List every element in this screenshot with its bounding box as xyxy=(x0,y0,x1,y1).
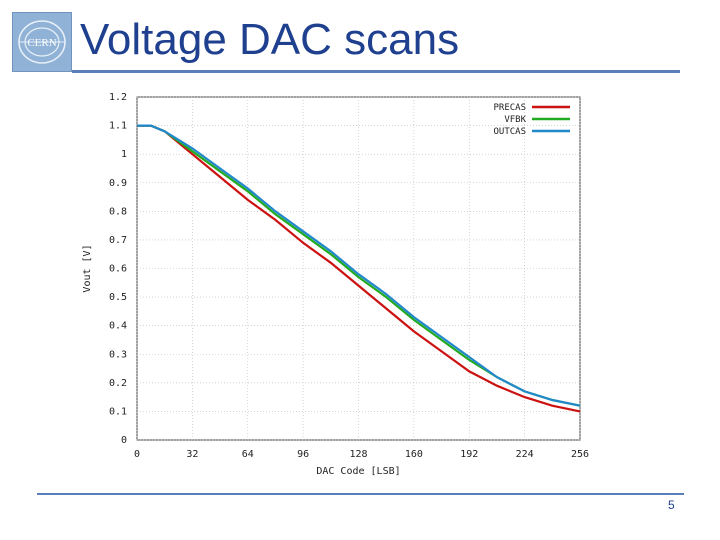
series-group xyxy=(137,124,581,413)
y-tick-label: 0.2 xyxy=(109,378,127,389)
x-tick-label: 96 xyxy=(297,449,309,460)
y-tick-label: 0.1 xyxy=(109,406,127,417)
y-tick-label: 0.9 xyxy=(109,178,127,189)
series-line-precas xyxy=(137,124,581,413)
y-tick-label: 1.2 xyxy=(109,92,127,103)
y-tick-label: 0.6 xyxy=(109,264,127,275)
x-tick-label: 64 xyxy=(242,449,254,460)
page-number: 5 xyxy=(668,498,675,512)
legend: PRECAS VFBK OUTCAS xyxy=(493,103,570,137)
x-tick-label: 192 xyxy=(460,449,478,460)
y-tick-label: 0 xyxy=(121,435,127,446)
cern-logo: CERN xyxy=(12,12,72,72)
footer-divider xyxy=(37,493,684,495)
title-divider xyxy=(72,70,680,73)
y-tick-label: 0.5 xyxy=(109,292,127,303)
x-tick-label: 32 xyxy=(186,449,198,460)
legend-label-precas: PRECAS xyxy=(493,103,526,113)
legend-label-outcas: OUTCAS xyxy=(493,127,526,137)
series-line-outcas xyxy=(137,124,581,407)
y-tick-label: 0.4 xyxy=(109,321,127,332)
y-tick-label: 0.8 xyxy=(109,206,127,217)
y-tick-label: 0.3 xyxy=(109,349,127,360)
x-axis-label: DAC Code [LSB] xyxy=(316,466,400,477)
x-tick-label: 160 xyxy=(405,449,423,460)
x-tick-label: 0 xyxy=(134,449,140,460)
y-tick-label: 1 xyxy=(121,149,127,160)
x-tick-label: 128 xyxy=(349,449,367,460)
y-axis-label: Vout [V] xyxy=(82,244,93,292)
y-tick-label: 0.7 xyxy=(109,235,127,246)
y-tick-label: 1.1 xyxy=(109,121,127,132)
x-tick-label: 224 xyxy=(516,449,534,460)
legend-label-vfbk: VFBK xyxy=(504,115,526,125)
cern-logo-graphic: CERN xyxy=(18,20,66,64)
tick-labels: 0 0.1 0.2 0.3 0.4 0.5 0.6 0.7 0.8 0.9 1 1.1 1.2 0 32 64… xyxy=(109,92,589,460)
logo-text: CERN xyxy=(27,37,56,49)
slide-title: Voltage DAC scans xyxy=(80,15,460,64)
x-tick-label: 256 xyxy=(571,449,589,460)
